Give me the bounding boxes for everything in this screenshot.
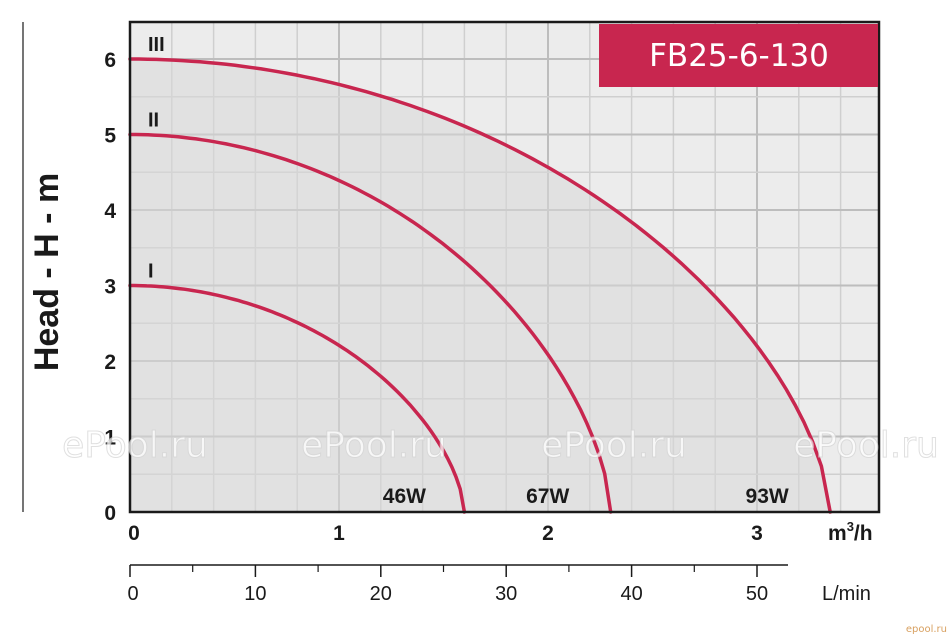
performance-curve-i [128, 283, 467, 514]
plot-frame [128, 20, 881, 514]
watermark-text: ePool.ru [62, 425, 208, 466]
y-tick-label: 1 [104, 427, 116, 450]
curve-power-label: 46W [383, 485, 426, 508]
coverage-area [130, 59, 831, 512]
y-tick-label: 0 [104, 502, 116, 525]
chart-title: FB25-6-130 [649, 38, 829, 74]
lmin-axis-unit: L/min [822, 583, 871, 605]
curve-speed-label: II [148, 110, 159, 132]
lmin-tick-label: 50 [746, 583, 768, 605]
x-tick-label: 3 [751, 522, 763, 545]
y-axis-label: Head - H - m [28, 173, 66, 371]
x-tick-label: 2 [542, 522, 554, 545]
watermark-text: ePool.ru [541, 425, 687, 466]
y-tick-label: 3 [104, 276, 116, 299]
watermark-text: ePool.ru [793, 425, 939, 466]
y-tick-label: 2 [104, 351, 116, 374]
watermark-text: ePool.ru [301, 425, 447, 466]
y-tick-label: 4 [104, 200, 116, 223]
x-axis-unit-m3h: m3/h [828, 519, 873, 545]
lmin-tick-label: 30 [495, 583, 517, 605]
lmin-tick-label: 20 [370, 583, 392, 605]
lmin-tick-label: 40 [620, 583, 642, 605]
curve-speed-label: III [148, 34, 165, 56]
curve-power-label: 93W [746, 485, 789, 508]
x-tick-labels: 0 1 2 3 [128, 522, 763, 545]
coverage-fill [130, 59, 831, 512]
performance-curve-ii [128, 132, 613, 514]
y-tick-labels: 0 1 2 3 4 5 6 [104, 49, 116, 525]
watermark-layer: ePool.ru ePool.ru ePool.ru ePool.ru [62, 425, 940, 467]
curve-power-label: 67W [526, 485, 569, 508]
performance-curves: I 46W II 67W III 93W [128, 34, 832, 514]
lmin-tick-labels: 0 10 20 30 40 50 [127, 565, 768, 605]
lmin-tick-label: 0 [127, 583, 138, 605]
lmin-tick-label: 10 [244, 583, 266, 605]
performance-curve-iii [128, 57, 832, 514]
brand-mark: epool.ru [906, 624, 947, 635]
curve-speed-label: I [148, 261, 154, 283]
y-tick-label: 6 [104, 49, 116, 72]
title-box [599, 24, 878, 87]
x-tick-label: 1 [333, 522, 345, 545]
y-tick-label: 5 [104, 125, 116, 148]
x-tick-label: 0 [128, 522, 140, 545]
